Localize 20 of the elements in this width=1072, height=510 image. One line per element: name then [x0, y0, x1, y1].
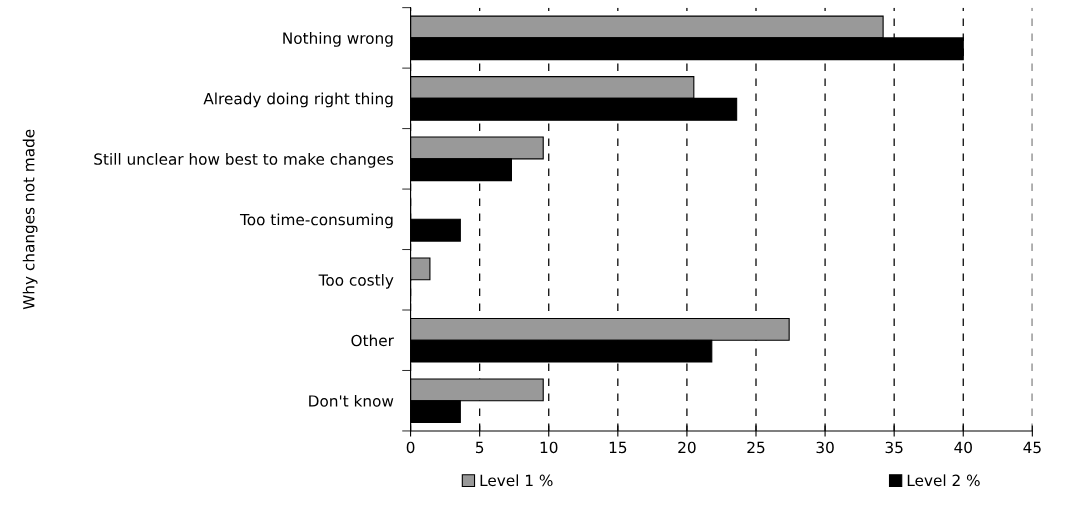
- x-tick-label: 25: [747, 441, 765, 454]
- y-tick-label: Other: [351, 334, 394, 347]
- y-axis-title: Why changes not made: [22, 129, 38, 310]
- x-tick-label: 40: [954, 441, 972, 454]
- y-tick-label: Too costly: [318, 273, 394, 289]
- x-tick-label: 10: [540, 441, 558, 454]
- x-tick-label: 0: [406, 441, 415, 454]
- y-tick-label: Already doing right thing: [203, 92, 393, 108]
- y-tick-label: Still unclear how best to make changes: [94, 153, 394, 168]
- y-tick-label: Too time-consuming: [239, 213, 393, 229]
- x-tick-label: 5: [475, 441, 484, 454]
- x-tick-label: 20: [678, 441, 696, 454]
- y-tick-label: Don't know: [309, 394, 394, 407]
- x-tick-label: 45: [1023, 441, 1041, 454]
- x-tick-label: 35: [885, 441, 903, 454]
- legend-label: Level 2 %: [907, 474, 980, 487]
- x-tick-label: 15: [609, 441, 627, 454]
- y-tick-label: Nothing wrong: [283, 32, 393, 47]
- x-tick-label: 30: [816, 441, 834, 454]
- legend-label: Level 1 %: [480, 474, 553, 487]
